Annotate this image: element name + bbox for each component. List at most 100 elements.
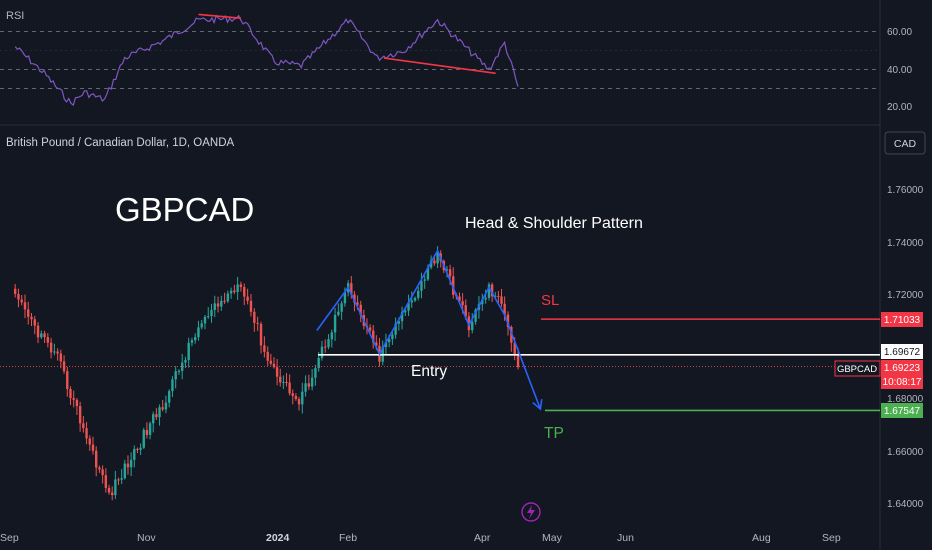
candle-body (210, 309, 213, 317)
candle-body (301, 391, 304, 405)
candle-body (263, 345, 266, 352)
candle-body (62, 361, 66, 372)
candle-body (327, 339, 330, 348)
candle-body (484, 297, 487, 300)
candle-body (445, 269, 449, 271)
candle-body (23, 302, 27, 310)
big-symbol-title[interactable]: GBPCAD (115, 191, 254, 228)
candle-body (429, 260, 433, 268)
sl-label[interactable]: SL (541, 292, 559, 309)
price-tick: 1.66000 (887, 447, 924, 458)
candle-body (333, 314, 337, 333)
rsi-divergence-line[interactable] (198, 13, 241, 19)
candle-body (114, 479, 117, 496)
candle-body (133, 448, 136, 460)
candle-body (220, 300, 223, 307)
time-axis-label: May (542, 532, 563, 544)
tp-label[interactable]: TP (544, 425, 564, 442)
candle-body (123, 463, 127, 479)
candle-body (307, 383, 311, 387)
time-axis-label: Apr (474, 532, 491, 544)
candle-body (417, 290, 420, 298)
time-axis-label: 2024 (266, 532, 290, 544)
tp-price-badge: 1.67547 (881, 403, 923, 418)
candle-body (129, 459, 133, 468)
candle-body (174, 371, 177, 380)
candle-body (85, 428, 88, 439)
price-tick: 1.68000 (887, 394, 924, 405)
candle-body (17, 293, 20, 300)
candle-body (69, 389, 72, 399)
candle-body (391, 334, 394, 340)
sl-price-badge: 1.71033 (881, 312, 923, 327)
candle-body (117, 479, 120, 481)
candle-body (436, 253, 439, 264)
sl-price-text: 1.71033 (884, 315, 921, 326)
rsi-pane[interactable] (0, 13, 880, 106)
head-shoulder-pattern-line[interactable] (316, 248, 542, 410)
candle-body (33, 319, 36, 326)
candle-body (256, 322, 259, 324)
candle-body (142, 429, 145, 448)
candle-body (516, 355, 520, 368)
candle-body (259, 323, 263, 346)
candle-body (145, 429, 149, 435)
candle-body (407, 302, 410, 311)
time-axis-label: Sep (822, 532, 841, 544)
candle-body (513, 342, 516, 356)
candle-body (98, 467, 101, 470)
pattern-title[interactable]: Head & Shoulder Pattern (465, 215, 643, 232)
candle-body (288, 382, 291, 394)
bar-countdown-text: 10:08:17 (883, 377, 922, 388)
candle-body (167, 391, 171, 403)
price-tick: 1.74000 (887, 238, 924, 249)
candle-body (285, 381, 288, 383)
price-tick: 1.64000 (887, 499, 924, 510)
candle-body (461, 301, 464, 306)
candle-body (397, 321, 401, 324)
candle-body (353, 294, 356, 303)
currency-button-label: CAD (894, 138, 917, 150)
target-arrow-icon (532, 399, 543, 411)
currency-button[interactable]: CAD (884, 131, 926, 155)
candle-body (203, 316, 207, 324)
candle-body (49, 342, 53, 353)
candle-body (266, 351, 269, 361)
candle-body (126, 463, 130, 468)
candle-body (226, 293, 230, 302)
candle-body (164, 402, 168, 410)
symbol-title[interactable]: British Pound / Canadian Dollar, 1D, OAN… (6, 137, 235, 149)
candle-body (500, 296, 503, 304)
time-axis-label: Aug (752, 532, 771, 544)
entry-label[interactable]: Entry (411, 363, 447, 380)
candle-body (458, 296, 461, 302)
candle-body (239, 284, 243, 288)
price-pane[interactable] (0, 246, 880, 501)
candle-body (213, 303, 216, 310)
candle-body (423, 279, 426, 281)
candle-body (223, 300, 226, 302)
candle-body (36, 325, 40, 338)
candle-body (413, 297, 417, 301)
candle-body (136, 448, 139, 450)
rsi-label[interactable]: RSI (6, 10, 24, 22)
candle-body (120, 478, 123, 480)
candle-body (78, 406, 82, 424)
candle-body (158, 407, 161, 418)
candle-body (155, 414, 158, 418)
candle-body (304, 383, 307, 392)
lightning-button[interactable] (521, 502, 541, 522)
candle-body (359, 304, 362, 316)
candle-body (236, 284, 239, 293)
price-tick: 1.72000 (887, 290, 924, 301)
candle-body (448, 269, 452, 277)
rsi-divergence-line[interactable] (383, 57, 496, 75)
candle-body (337, 311, 340, 315)
candle-body (13, 288, 17, 294)
candle-body (246, 296, 249, 301)
candle-body (56, 351, 59, 354)
rsi-line[interactable] (14, 14, 519, 106)
candle-body (152, 414, 155, 424)
